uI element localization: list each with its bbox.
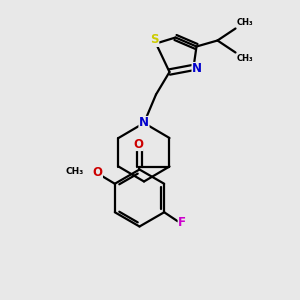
Text: O: O	[133, 137, 143, 151]
Text: CH₃: CH₃	[237, 54, 253, 63]
Text: CH₃: CH₃	[65, 167, 83, 176]
Text: O: O	[92, 166, 102, 179]
Text: F: F	[178, 216, 186, 229]
Text: S: S	[150, 33, 159, 46]
Text: N: N	[192, 62, 202, 76]
Text: N: N	[139, 116, 149, 130]
Text: CH₃: CH₃	[237, 18, 253, 27]
